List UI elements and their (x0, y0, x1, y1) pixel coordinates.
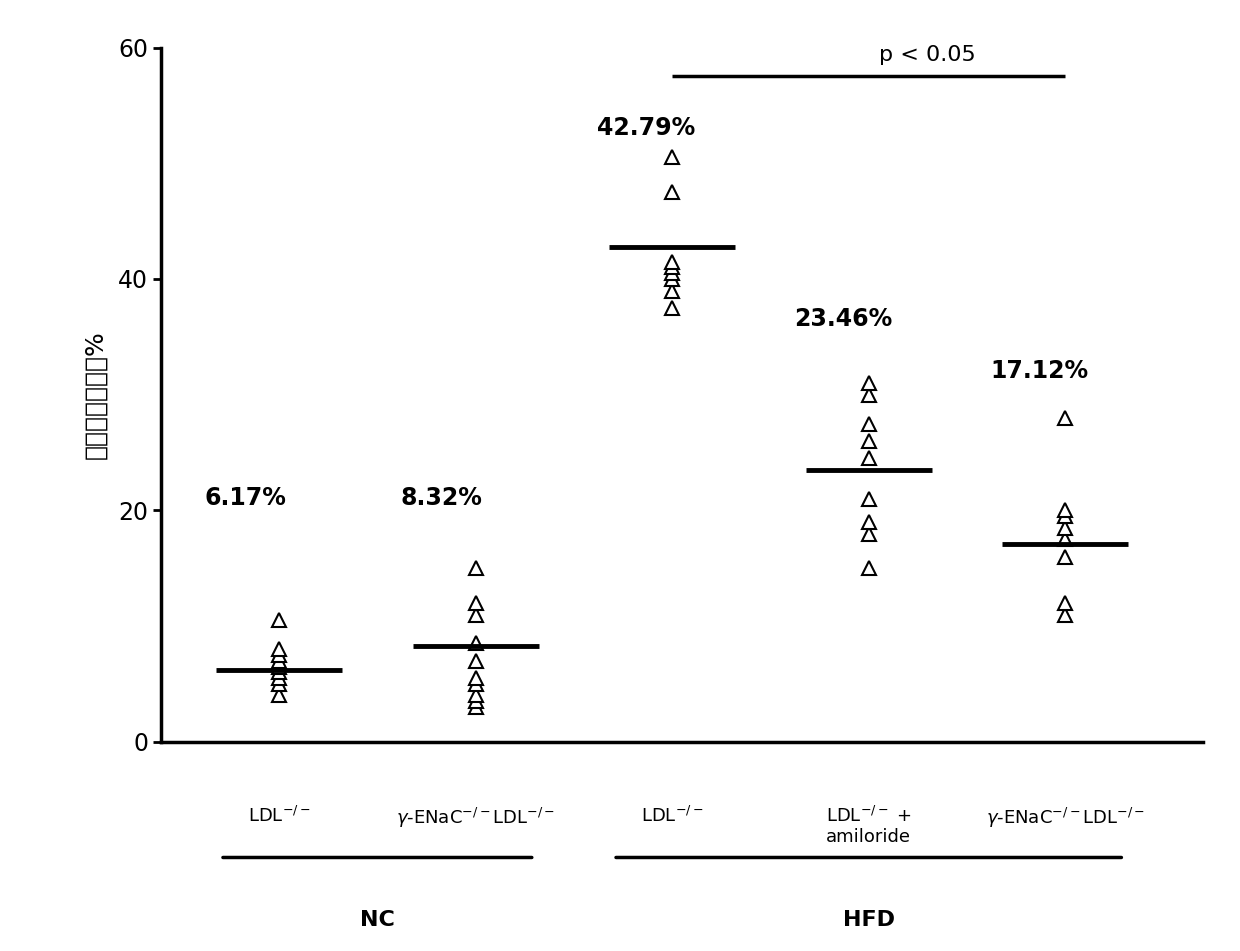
Text: 17.12%: 17.12% (991, 359, 1089, 383)
Text: 42.79%: 42.79% (598, 116, 696, 140)
Text: 23.46%: 23.46% (794, 307, 893, 331)
Text: 6.17%: 6.17% (205, 486, 286, 511)
Text: 8.32%: 8.32% (401, 486, 482, 511)
Text: $\gamma$-ENaC$^{-/-}$LDL$^{-/-}$: $\gamma$-ENaC$^{-/-}$LDL$^{-/-}$ (396, 805, 556, 829)
Text: LDL$^{-/-}$: LDL$^{-/-}$ (641, 805, 703, 825)
Y-axis label: 主动脉斑块面积%: 主动脉斑块面积% (83, 330, 107, 459)
Text: LDL$^{-/-}$: LDL$^{-/-}$ (248, 805, 310, 825)
Text: $\gamma$-ENaC$^{-/-}$LDL$^{-/-}$: $\gamma$-ENaC$^{-/-}$LDL$^{-/-}$ (986, 805, 1145, 829)
Text: NC: NC (360, 909, 394, 929)
Text: HFD: HFD (843, 909, 895, 929)
Text: LDL$^{-/-}$ +
amiloride: LDL$^{-/-}$ + amiloride (826, 805, 911, 846)
Text: p < 0.05: p < 0.05 (879, 45, 976, 65)
